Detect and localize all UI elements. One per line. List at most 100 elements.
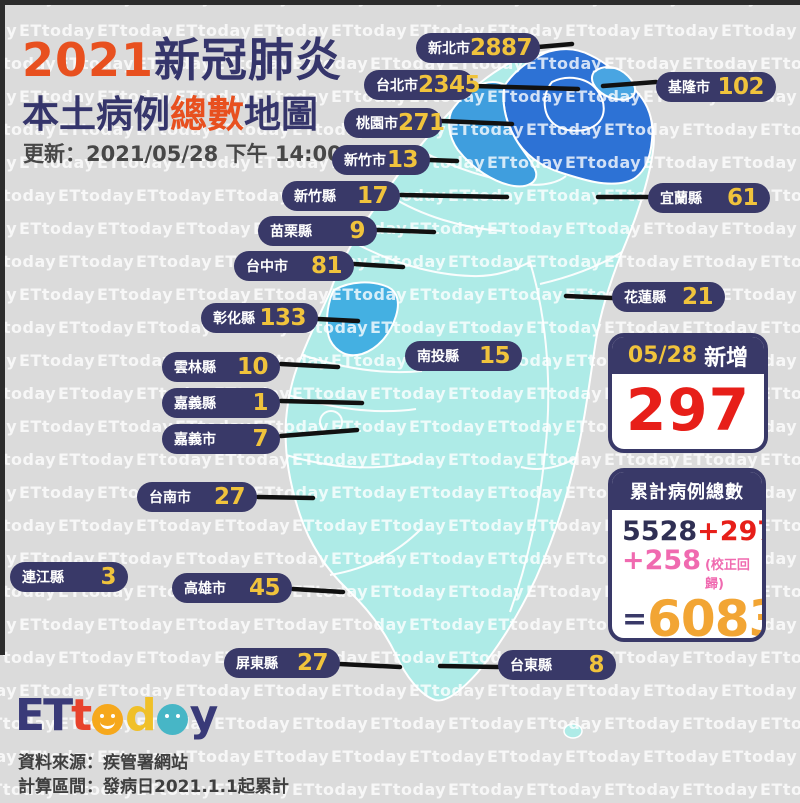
logo-letter: d [125,690,156,741]
logo-smiley-o-icon: o [92,704,124,735]
region-name: 南投縣 [417,349,459,365]
region-name: 連江縣 [22,570,64,586]
region-count: 27 [213,484,246,510]
cumulative-total-box: 累計病例總數 5528 +297 +258 (校正回歸) = 6083 [608,468,766,642]
region-name: 彰化縣 [213,311,255,327]
screenshot-left-border [0,0,5,655]
total-corrected-value: +258 [622,545,701,576]
total-corrected-note: (校正回歸) [704,558,750,592]
region-count: 17 [356,183,389,209]
region-pill-chiayi-city: 嘉義市 7 [162,424,280,454]
total-base-value: 5528 [622,516,698,547]
region-name: 台南市 [149,490,191,506]
region-count: 2345 [418,72,481,98]
logo-face-a-icon: a [156,704,188,735]
screenshot-top-border [0,0,800,5]
logo-letter: T [43,690,73,741]
daily-box-header: 05/28 新增 [612,337,764,374]
region-pill-keelung: 基隆市 102 [656,72,776,102]
region-name: 屏東縣 [236,656,278,672]
region-count: 13 [386,147,419,173]
region-pill-hsinchu-city: 新竹市 13 [332,145,430,175]
region-pill-new-taipei: 新北市 2887 [416,33,540,63]
region-pill-changhua: 彰化縣 133 [201,303,318,333]
region-name: 新竹市 [344,153,386,169]
region-name: 雲林縣 [174,360,216,376]
ettoday-logo: E T t o d a y [15,690,219,741]
region-name: 台北市 [376,78,418,94]
grand-total-value: 6083 [647,590,762,642]
region-count: 2887 [470,35,533,61]
region-count: 1 [252,390,268,416]
subtitle-part-c: 地圖 [244,93,318,136]
region-count: 271 [398,110,445,136]
region-name: 高雄市 [184,581,226,597]
region-name: 宜蘭縣 [660,191,702,207]
region-count: 81 [310,253,343,279]
total-box-header: 累計病例總數 [612,472,762,510]
region-name: 台中市 [246,259,288,275]
equals-sign: = [622,601,648,637]
calculation-range-note: 計算區間：發病日2021.1.1起累計 [18,777,289,797]
data-source-note: 資料來源：疾管署網站 [18,753,188,773]
region-count: 61 [726,185,759,211]
region-pill-lienchiang: 連江縣 3 [10,562,128,592]
daily-date: 05/28 [627,343,698,368]
logo-letter: y [189,690,219,741]
region-count: 10 [236,354,269,380]
daily-new-cases-value: 297 [625,376,751,444]
region-name: 苗栗縣 [270,224,312,240]
region-pill-hualien: 花蓮縣 21 [612,282,725,312]
region-count: 102 [717,74,764,100]
region-pill-hsinchu-county: 新竹縣 17 [282,181,400,211]
region-count: 8 [588,652,604,678]
region-pill-tainan: 台南市 27 [137,482,257,512]
region-pill-taoyuan: 桃園市 271 [344,108,445,138]
daily-label: 新增 [704,345,749,371]
region-count: 3 [100,564,116,590]
region-pill-pingtung: 屏東縣 27 [224,648,340,678]
region-name: 台東縣 [510,658,552,674]
region-count: 9 [349,218,365,244]
total-box-body: 5528 +297 +258 (校正回歸) = 6083 [612,510,762,638]
logo-letter: E [15,690,45,741]
region-pill-taichung: 台中市 81 [234,251,354,281]
region-name: 新竹縣 [294,189,336,205]
region-count: 27 [296,650,329,676]
region-pill-yunlin: 雲林縣 10 [162,352,280,382]
region-taipei [543,76,605,132]
region-count: 133 [259,305,306,331]
islet-lanyu [563,723,583,739]
subtitle-part-a: 本土病例 [22,93,170,136]
daily-new-cases-box: 05/28 新增 297 [608,333,768,453]
region-name: 嘉義縣 [174,396,216,412]
title-year: 2021 [22,33,155,87]
page-subtitle: 本土病例總數地圖 [22,84,318,138]
region-pill-taipei: 台北市 2345 [364,70,481,100]
region-changhua [326,281,399,357]
page-title: 2021新冠肺炎 [22,24,342,90]
logo-letter: t [71,690,92,741]
region-pill-chiayi-county: 嘉義縣 1 [162,388,280,418]
region-pill-nantou: 南投縣 15 [405,341,522,371]
region-name: 桃園市 [356,116,398,132]
update-timestamp: 更新：2021/05/28 下午 14:00 [23,142,342,166]
region-name: 基隆市 [668,80,710,96]
region-name: 新北市 [428,41,470,57]
region-count: 15 [478,343,511,369]
total-added-value: +297 [697,516,762,547]
region-pill-taitung: 台東縣 8 [498,650,616,680]
region-name: 花蓮縣 [624,290,666,306]
total-box-title: 累計病例總數 [630,482,744,503]
region-pill-kaohsiung: 高雄市 45 [172,573,292,603]
region-count: 45 [248,575,281,601]
subtitle-part-b: 總數 [170,93,244,136]
region-count: 7 [252,426,268,452]
title-disease: 新冠肺炎 [154,33,343,87]
region-pill-miaoli: 苗栗縣 9 [258,216,377,246]
region-name: 嘉義市 [174,432,216,448]
region-pill-yilan: 宜蘭縣 61 [648,183,770,213]
